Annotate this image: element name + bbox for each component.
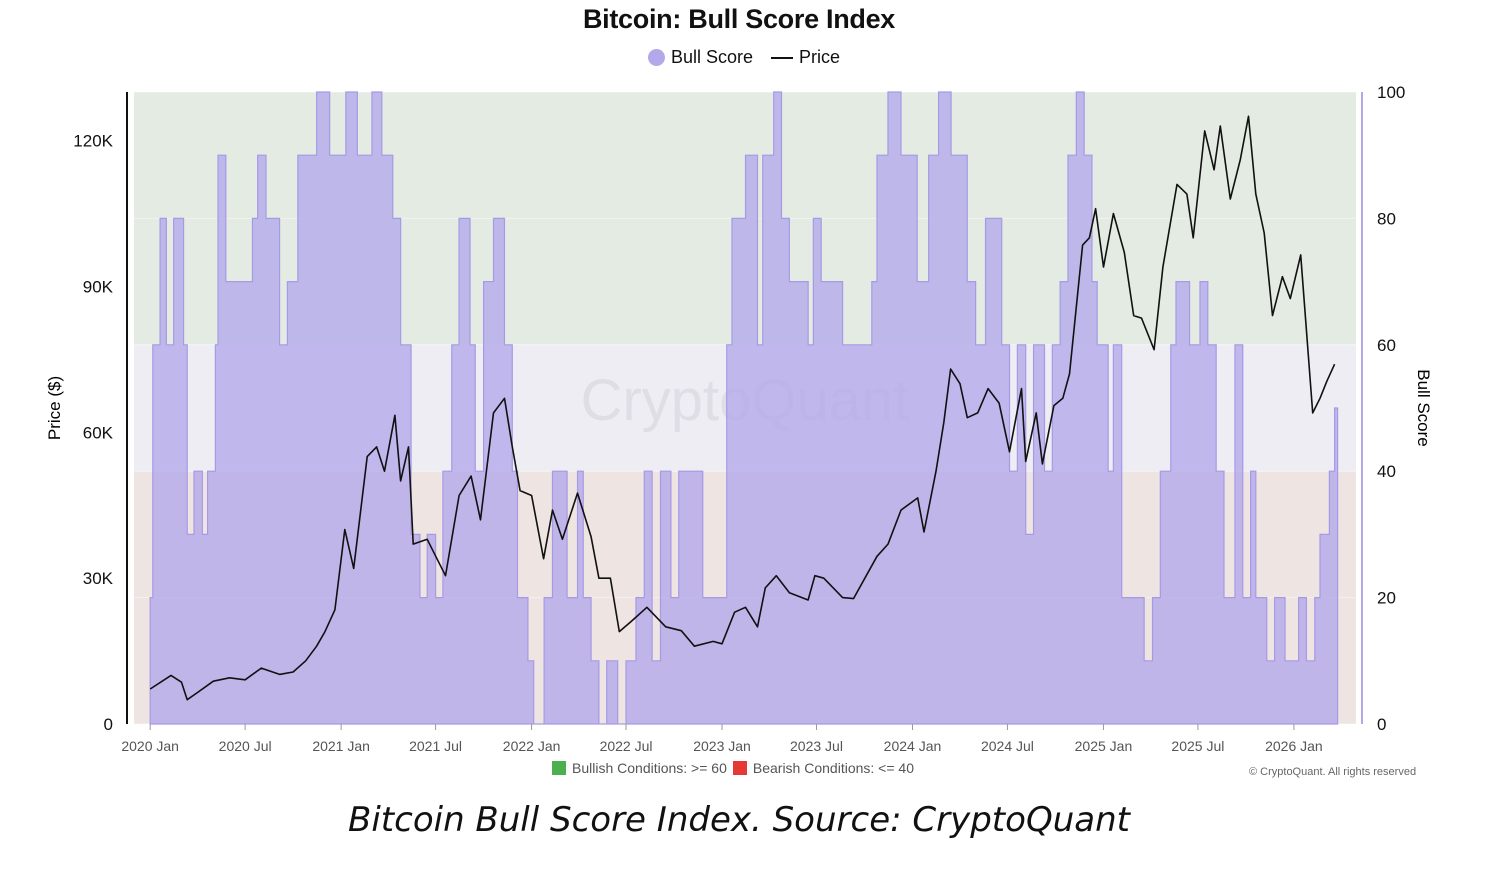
y-left-tick-label: 60K	[83, 423, 114, 442]
y-left-tick-label: 120K	[73, 132, 113, 151]
x-tick-label: 2020 Jan	[121, 738, 179, 754]
bullish-conditions-label: Bullish Conditions: >= 60	[572, 760, 727, 776]
y-right-tick-label: 20	[1377, 589, 1396, 608]
y-right-tick-label: 0	[1377, 715, 1386, 734]
copyright: © CryptoQuant. All rights reserved	[1249, 766, 1417, 778]
x-tick-label: 2024 Jan	[884, 738, 942, 754]
x-tick-label: 2021 Jan	[312, 738, 370, 754]
axis-ticks: 0 30K 60K 90K 120K 0 20 40 60 80 100 2020 Jan 2020 J…	[73, 83, 1405, 754]
price-line-icon	[771, 56, 794, 59]
x-tick-label: 2025 Jan	[1075, 738, 1133, 754]
axes	[126, 92, 1363, 724]
x-tick-label: 2023 Jan	[693, 738, 751, 754]
x-tick-label: 2022 Jul	[600, 738, 653, 754]
legend-price-label: Price	[799, 47, 841, 67]
y-left-label: Price ($)	[45, 376, 64, 440]
bull-score-marker-icon	[647, 49, 665, 66]
price-line	[149, 115, 1336, 701]
chart-title: Bitcoin: Bull Score Index	[582, 4, 896, 34]
x-tick-label: 2023 Jul	[790, 738, 843, 754]
legend-item-bull-score[interactable]: Bull Score	[647, 47, 754, 68]
y-right-tick-label: 40	[1377, 462, 1396, 481]
bullish-square-icon	[552, 761, 566, 775]
y-right-tick-label: 100	[1377, 83, 1405, 102]
legend: Bull Score Price	[0, 47, 1488, 68]
bearish-square-icon	[732, 761, 747, 775]
conditions-legend: Bullish Conditions: >= 60 Bearish Condit…	[552, 760, 914, 776]
y-right-label: Bull Score	[1414, 369, 1433, 446]
caption: Bitcoin Bull Score Index. Source: Crypto…	[348, 800, 1130, 840]
y-left-tick-label: 0	[104, 715, 113, 734]
bearish-conditions-label: Bearish Conditions: <= 40	[752, 760, 914, 776]
x-tick-label: 2025 Jul	[1171, 738, 1224, 754]
x-tick-label: 2021 Jul	[409, 738, 462, 754]
y-right-tick-label: 80	[1377, 209, 1396, 228]
x-tick-label: 2020 Jul	[219, 738, 272, 754]
price-series	[149, 115, 1336, 701]
y-left-tick-label: 30K	[83, 569, 114, 588]
legend-bull-label: Bull Score	[670, 47, 754, 67]
x-tick-label: 2022 Jan	[503, 738, 561, 754]
x-tick-label: 2026 Jan	[1265, 738, 1323, 754]
x-tick-label: 2024 Jul	[981, 738, 1034, 754]
legend-item-price[interactable]: Price	[771, 47, 840, 68]
y-left-tick-label: 90K	[83, 277, 114, 296]
y-right-tick-label: 60	[1377, 336, 1396, 355]
